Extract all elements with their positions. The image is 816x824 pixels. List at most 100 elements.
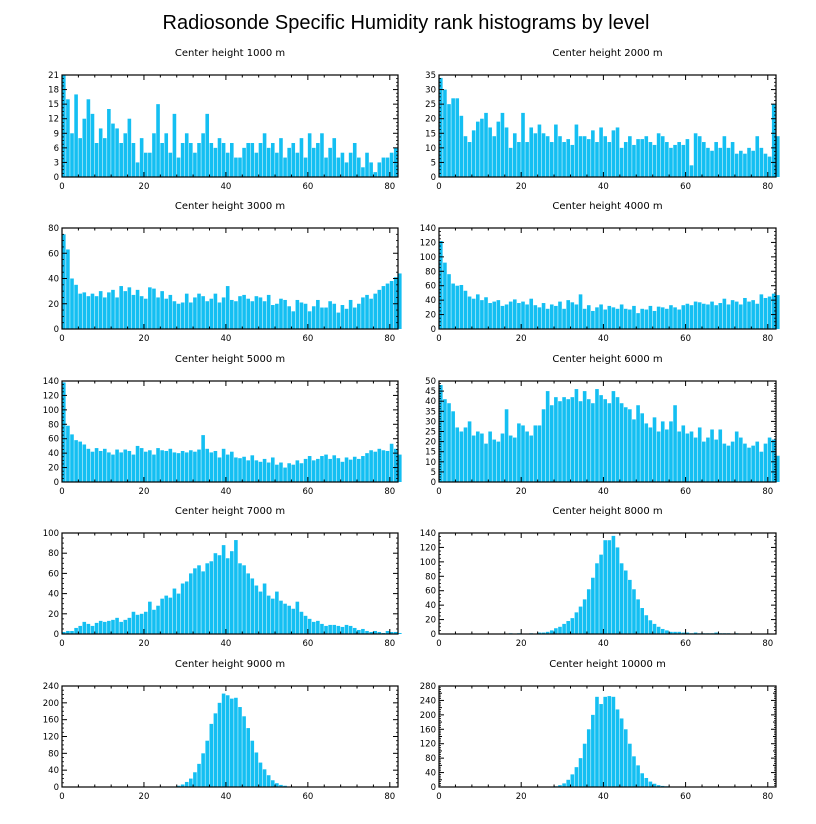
bar xyxy=(455,427,460,482)
bar xyxy=(262,583,267,634)
bar xyxy=(578,401,583,482)
bar xyxy=(102,448,107,482)
bar xyxy=(189,573,193,634)
bar xyxy=(225,286,230,329)
bar xyxy=(225,695,230,787)
panel-title: Center height 6000 m xyxy=(552,354,662,365)
y-tick-label: 20 xyxy=(425,311,436,321)
bar xyxy=(648,427,653,482)
bar xyxy=(693,437,698,482)
bar xyxy=(669,147,673,177)
bar xyxy=(336,458,341,482)
bar xyxy=(595,696,599,787)
bar xyxy=(484,297,488,329)
bar xyxy=(275,783,279,787)
bar xyxy=(160,450,164,482)
bar xyxy=(525,431,529,482)
bar xyxy=(74,440,78,482)
bar xyxy=(628,579,632,634)
bar xyxy=(348,299,353,329)
bar xyxy=(644,777,649,787)
bar xyxy=(480,433,484,482)
bar xyxy=(189,143,193,177)
bar xyxy=(311,621,316,634)
bar xyxy=(570,397,575,482)
x-tick-label: 80 xyxy=(384,792,395,802)
bar xyxy=(574,124,579,177)
bar xyxy=(710,150,714,177)
bar xyxy=(591,714,595,787)
bar xyxy=(640,139,644,177)
bar xyxy=(135,289,140,329)
bar xyxy=(554,305,558,329)
bar xyxy=(665,429,669,482)
bar xyxy=(385,283,390,329)
bar xyxy=(242,147,246,177)
bar xyxy=(107,109,111,177)
bar xyxy=(603,696,607,787)
bar xyxy=(393,448,398,482)
bar xyxy=(623,308,628,329)
bar xyxy=(90,625,95,634)
y-tick-label: 140 xyxy=(420,224,436,234)
bar xyxy=(209,723,214,788)
bar xyxy=(529,298,534,329)
bar xyxy=(767,296,772,329)
bar xyxy=(156,297,160,329)
bar xyxy=(193,152,197,177)
bar xyxy=(685,139,690,177)
bar xyxy=(316,299,320,329)
y-tick-label: 240 xyxy=(43,682,59,692)
y-tick-label: 9 xyxy=(54,129,59,139)
bar xyxy=(127,287,132,329)
bar xyxy=(295,152,300,177)
bar xyxy=(611,535,616,634)
bar xyxy=(164,595,169,634)
bar xyxy=(398,454,402,482)
panel-title: Center height 9000 m xyxy=(175,659,285,670)
bar xyxy=(197,565,201,634)
bar xyxy=(143,611,148,634)
bar xyxy=(628,743,632,787)
figure-title: Radiosonde Specific Humidity rank histog… xyxy=(163,12,650,34)
bar xyxy=(164,450,169,482)
bar xyxy=(607,540,612,634)
bar xyxy=(389,281,394,329)
bar xyxy=(623,729,628,787)
bar xyxy=(398,273,402,329)
bar xyxy=(148,152,152,177)
bar xyxy=(172,588,177,634)
bar xyxy=(213,293,218,329)
bar xyxy=(230,698,234,788)
bar xyxy=(747,301,751,329)
bar xyxy=(702,303,706,329)
bar xyxy=(586,589,591,634)
bar xyxy=(554,397,558,482)
x-tick-label: 40 xyxy=(220,639,231,649)
bar xyxy=(180,143,185,177)
bar xyxy=(648,620,653,634)
bar xyxy=(217,302,222,329)
bar xyxy=(172,452,177,482)
bar xyxy=(636,765,640,787)
bar xyxy=(348,152,353,177)
bar xyxy=(611,307,616,329)
bar xyxy=(70,630,74,634)
bar xyxy=(102,621,107,634)
bar xyxy=(669,421,673,482)
bar xyxy=(554,124,558,177)
bar xyxy=(632,756,636,787)
panel-8: Center height 9000 m 0 20 40 60 80 0 40 80 120 160… xyxy=(43,659,399,802)
bar xyxy=(628,136,632,177)
bar xyxy=(475,121,480,177)
bar xyxy=(484,443,488,482)
bar xyxy=(283,603,287,634)
bar xyxy=(644,309,649,329)
y-tick-label: 100 xyxy=(420,558,436,568)
bar xyxy=(275,152,279,177)
bar xyxy=(656,785,661,787)
bar xyxy=(463,136,468,177)
bar xyxy=(123,291,128,330)
bar xyxy=(582,136,587,177)
panel-title: Center height 10000 m xyxy=(549,659,666,670)
